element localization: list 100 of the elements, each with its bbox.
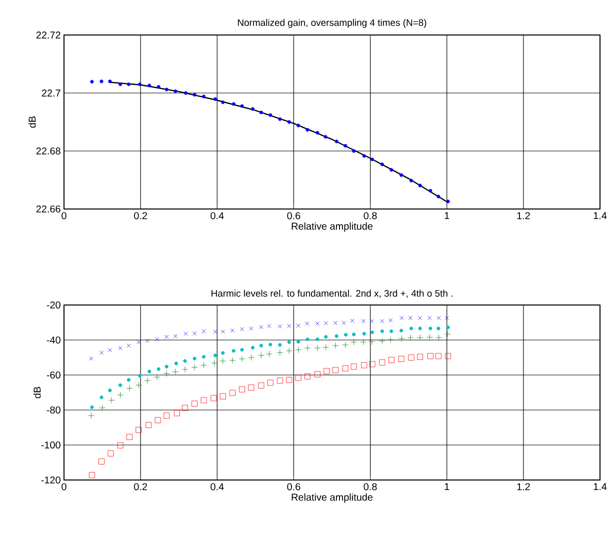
- point: [304, 373, 310, 380]
- point: [276, 378, 283, 384]
- point: [258, 382, 264, 388]
- point: [362, 154, 366, 158]
- point: [444, 330, 451, 338]
- point: [174, 410, 180, 416]
- point: [426, 334, 433, 340]
- point: [144, 377, 151, 384]
- point: [164, 88, 168, 92]
- point: [182, 366, 188, 373]
- point: [428, 316, 432, 320]
- point: [295, 374, 302, 381]
- point: [286, 348, 292, 354]
- point: [155, 337, 160, 342]
- y-tick-label: 22.7: [42, 90, 60, 96]
- point: [90, 405, 94, 409]
- point: [126, 82, 130, 86]
- point: [380, 319, 384, 324]
- x-tick-label: 0.6: [287, 483, 300, 490]
- point: [126, 434, 132, 440]
- point: [138, 82, 142, 86]
- point: [268, 342, 272, 346]
- point: [361, 362, 368, 368]
- point: [342, 342, 349, 348]
- point: [315, 322, 320, 326]
- x-axis-title: Relative amplitude: [292, 222, 373, 232]
- point: [156, 85, 160, 89]
- y-axis-title: dB: [33, 386, 41, 398]
- point: [192, 331, 197, 336]
- x-tick-label: 1.2: [517, 212, 530, 220]
- point: [156, 367, 160, 371]
- point: [229, 390, 236, 396]
- point: [398, 356, 404, 362]
- point: [211, 360, 218, 366]
- x-tick-label: 1: [444, 483, 450, 490]
- point: [202, 355, 206, 359]
- point: [88, 472, 95, 478]
- point: [108, 397, 115, 404]
- point: [90, 80, 94, 84]
- point: [220, 358, 226, 364]
- point: [444, 316, 449, 320]
- point: [182, 404, 188, 411]
- point: [314, 344, 321, 352]
- point: [352, 332, 356, 336]
- point: [379, 359, 386, 366]
- point: [118, 346, 122, 350]
- point: [418, 184, 422, 188]
- point: [334, 334, 338, 338]
- point: [322, 344, 330, 351]
- point: [88, 412, 94, 419]
- point: [316, 338, 320, 342]
- point: [286, 376, 292, 383]
- point: [192, 356, 196, 360]
- point: [220, 393, 226, 400]
- point: [118, 82, 122, 86]
- point: [361, 319, 366, 324]
- point: [334, 140, 338, 144]
- point: [126, 385, 133, 392]
- point: [370, 319, 374, 324]
- x-tick-label: 1.2: [517, 483, 530, 490]
- point: [400, 328, 404, 332]
- point: [360, 338, 367, 346]
- point: [416, 334, 424, 341]
- point: [304, 344, 311, 352]
- point: [324, 321, 328, 326]
- point: [164, 364, 168, 368]
- point: [259, 110, 263, 114]
- y-tick-label: 22.72: [36, 32, 60, 38]
- point: [200, 362, 207, 368]
- point: [446, 326, 450, 330]
- point: [184, 91, 188, 95]
- point: [145, 338, 150, 343]
- point: [240, 104, 244, 108]
- point: [407, 334, 414, 341]
- point: [154, 417, 161, 424]
- point: [118, 383, 122, 387]
- point: [202, 329, 206, 334]
- point: [267, 380, 274, 386]
- point: [202, 94, 206, 98]
- point: [332, 367, 338, 374]
- point: [400, 316, 404, 320]
- point: [418, 326, 422, 330]
- point: [428, 188, 432, 193]
- point: [99, 404, 106, 412]
- x-tick-label: 0: [62, 483, 66, 490]
- point: [324, 335, 328, 339]
- point: [278, 343, 282, 347]
- point: [136, 426, 142, 433]
- point: [191, 364, 198, 370]
- x-tick-label: 0: [62, 212, 66, 220]
- x-tick-label: 0.2: [134, 212, 148, 220]
- point: [164, 334, 169, 339]
- x-tick-label: 1.4: [594, 483, 607, 490]
- point: [436, 326, 440, 330]
- point: [126, 378, 130, 382]
- point: [148, 84, 152, 88]
- point: [380, 162, 384, 166]
- point: [370, 330, 374, 334]
- point: [232, 349, 236, 353]
- point: [436, 316, 441, 320]
